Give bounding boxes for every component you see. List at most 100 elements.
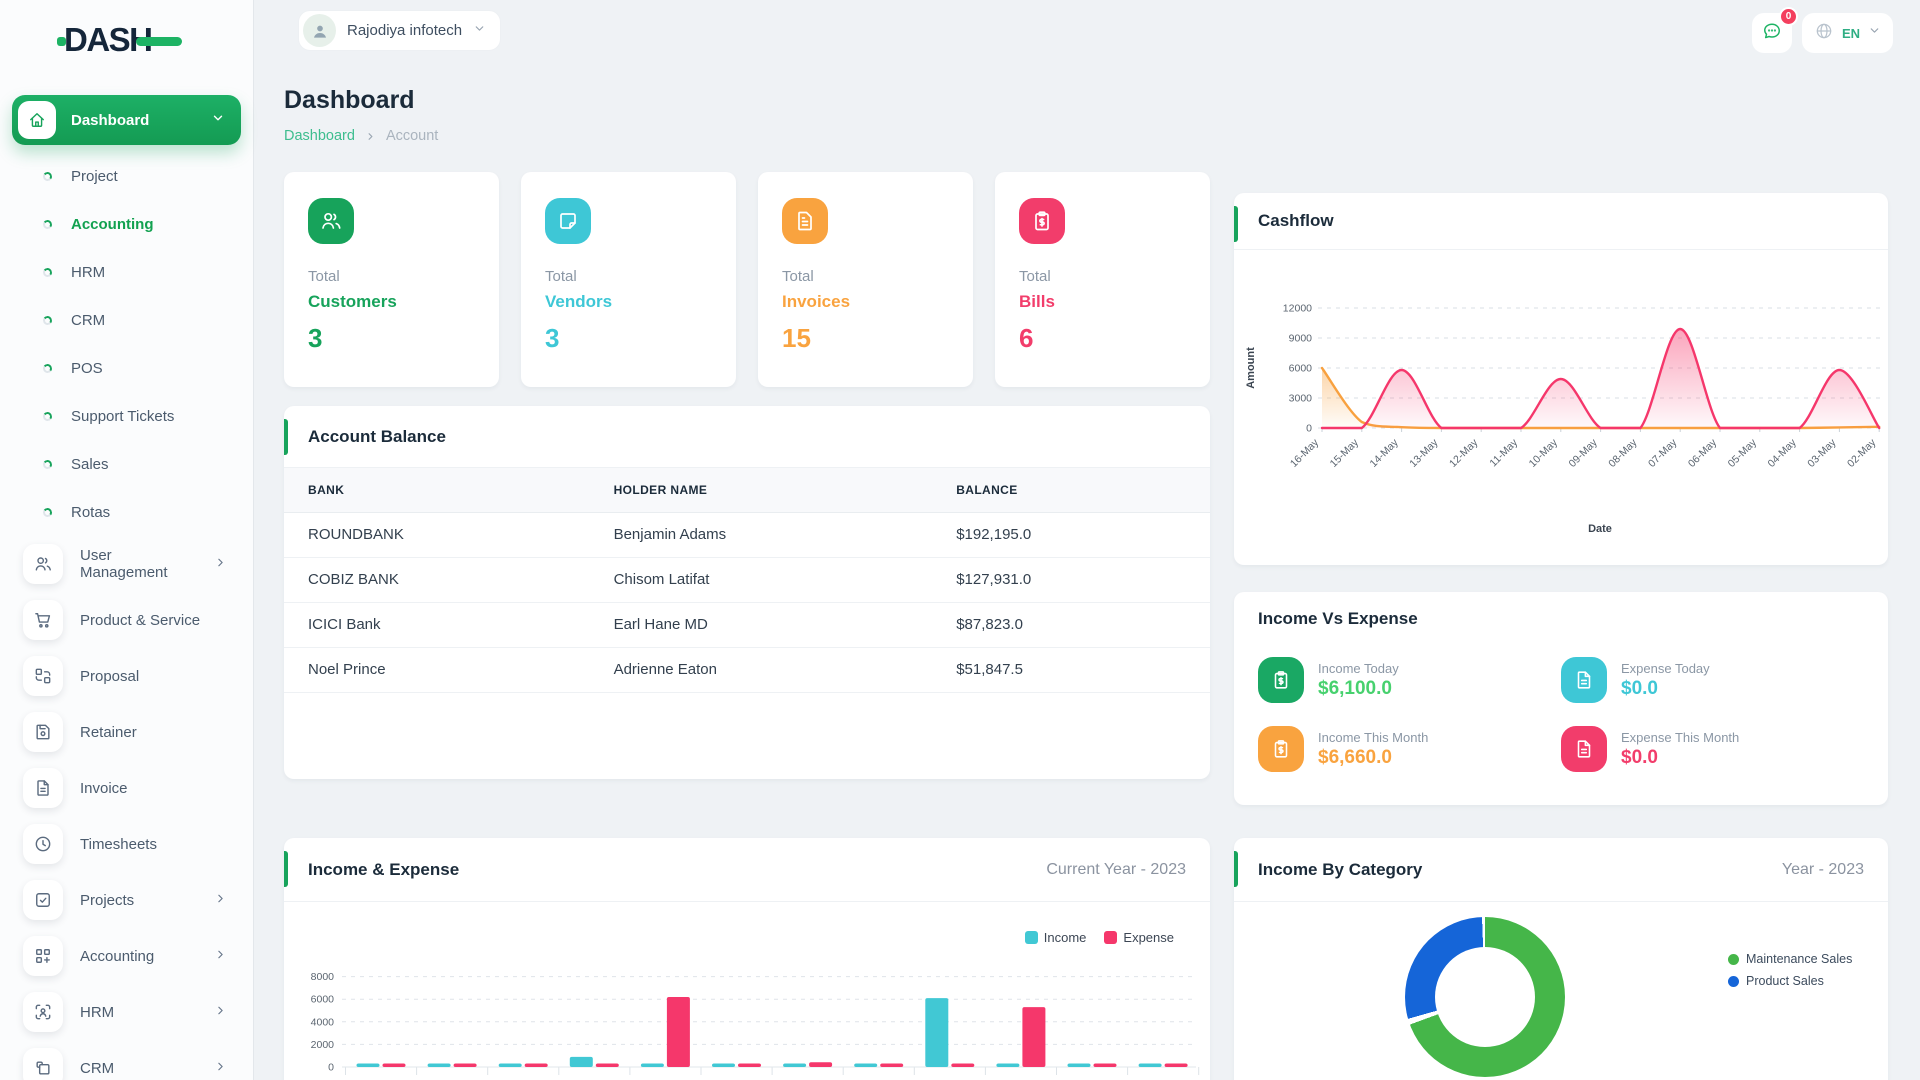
stat-card-bills: Total Bills 6	[995, 172, 1210, 387]
sidebar-item-invoice[interactable]: Invoice	[0, 760, 253, 816]
chevron-right-icon	[214, 948, 227, 965]
sidebar-item-dashboard[interactable]: Dashboard	[12, 95, 241, 145]
brand-logo[interactable]: DASH	[57, 20, 182, 60]
sidebar-subitem-pos[interactable]: POS	[0, 344, 253, 392]
stat-value: 3	[308, 323, 323, 353]
legend-item-maintenance-sales[interactable]: Maintenance Sales	[1728, 952, 1852, 966]
stat-label: Vendors	[545, 292, 613, 311]
stat-prefix: Total	[308, 268, 340, 285]
users-icon	[308, 198, 354, 244]
sidebar-subitem-label: Project	[71, 167, 118, 185]
legend-item-product-sales[interactable]: Product Sales	[1728, 974, 1852, 988]
chevron-down-icon	[473, 22, 486, 40]
sidebar-item-label: Dashboard	[71, 111, 150, 129]
bullet-icon	[42, 362, 53, 374]
svg-text:13-May: 13-May	[1407, 436, 1441, 470]
svg-text:12000: 12000	[1283, 303, 1312, 315]
svg-text:15-May: 15-May	[1328, 436, 1362, 470]
sidebar-dashboard-submenu: Project Accounting HRM CRM POS Support T…	[0, 152, 253, 536]
expense-this-month-item: Expense This Month $0.0	[1561, 721, 1864, 777]
legend-dot-product	[1728, 975, 1739, 987]
svg-text:14-May: 14-May	[1367, 436, 1401, 470]
sidebar-item-product-service[interactable]: Product & Service	[0, 592, 253, 648]
expense-today-item: Expense Today $0.0	[1561, 652, 1864, 708]
panel-title: Income Vs Expense	[1258, 609, 1418, 628]
cart-icon	[23, 600, 63, 640]
svg-text:04-May: 04-May	[1765, 436, 1799, 470]
metric-label: Income This Month	[1318, 729, 1429, 745]
stat-value: 6	[1019, 323, 1034, 353]
sidebar-item-crm[interactable]: CRM	[0, 1040, 253, 1080]
metric-label: Income Today	[1318, 660, 1399, 676]
sidebar-item-accounting[interactable]: Accounting	[0, 928, 253, 984]
svg-text:9000: 9000	[1289, 333, 1313, 345]
cell-bank: Noel Prince	[284, 647, 590, 693]
frames-icon	[23, 1048, 63, 1080]
sidebar-item-projects[interactable]: Projects	[0, 872, 253, 928]
chevron-right-icon	[214, 556, 227, 573]
column-header-bank: Bank	[284, 468, 590, 513]
svg-text:08-May: 08-May	[1606, 436, 1640, 470]
legend-dot-maintenance	[1728, 953, 1739, 965]
sidebar-item-timesheets[interactable]: Timesheets	[0, 816, 253, 872]
cell-holder: Chisom Latifat	[589, 557, 933, 603]
chat-icon	[1761, 20, 1783, 47]
account-balance-table: Bank Holder Name Balance ROUNDBANK Benja…	[284, 468, 1210, 693]
metric-label: Expense This Month	[1621, 729, 1740, 745]
sidebar-subitem-support-tickets[interactable]: Support Tickets	[0, 392, 253, 440]
sidebar-subitem-sales[interactable]: Sales	[0, 440, 253, 488]
sidebar-subitem-crm[interactable]: CRM	[0, 296, 253, 344]
account-balance-panel: Account Balance Bank Holder Name Balance…	[284, 406, 1210, 779]
metric-value: $0.0	[1621, 746, 1658, 768]
legend-item-expense[interactable]: Expense	[1104, 930, 1174, 945]
svg-text:4000: 4000	[311, 1016, 335, 1028]
sidebar-item-proposal[interactable]: Proposal	[0, 648, 253, 704]
breadcrumb-link-dashboard[interactable]: Dashboard	[284, 128, 355, 144]
language-selector[interactable]: EN	[1802, 13, 1894, 53]
stat-card-customers: Total Customers 3	[284, 172, 499, 387]
sidebar-item-user-management[interactable]: User Management	[0, 536, 253, 592]
floppy-icon	[23, 712, 63, 752]
svg-text:8000: 8000	[311, 971, 335, 983]
sidebar-item-hrm[interactable]: HRM	[0, 984, 253, 1040]
cell-balance: $127,931.0	[932, 557, 1210, 603]
metric-value: $6,100.0	[1318, 677, 1392, 699]
company-selector[interactable]: Rajodiya infotech	[298, 10, 502, 51]
sidebar-item-label: Timesheets	[80, 835, 157, 853]
svg-text:3000: 3000	[1289, 393, 1313, 405]
invoice-icon	[782, 198, 828, 244]
cell-holder: Benjamin Adams	[589, 512, 933, 558]
svg-text:06-May: 06-May	[1686, 436, 1720, 470]
chevron-right-icon	[214, 1060, 227, 1077]
panel-title: Account Balance	[308, 426, 446, 446]
sidebar-subitem-project[interactable]: Project	[0, 152, 253, 200]
chart-legend: Income Expense	[1024, 930, 1174, 945]
legend-item-income[interactable]: Income	[1024, 930, 1086, 945]
chevron-down-icon	[1868, 24, 1881, 42]
svg-text:Amount: Amount	[1245, 347, 1257, 389]
income-expense-panel: Income & Expense Current Year - 2023 Inc…	[284, 838, 1210, 1080]
sidebar-item-retainer[interactable]: Retainer	[0, 704, 253, 760]
sidebar-subitem-label: Support Tickets	[71, 407, 175, 425]
transfer-icon	[23, 656, 63, 696]
sidebar-subitem-label: Rotas	[71, 503, 111, 521]
income-category-donut	[1405, 917, 1565, 1077]
clipboard-dollar-icon	[1019, 198, 1065, 244]
sidebar-item-label: Product & Service	[80, 611, 201, 629]
sidebar-subitem-hrm[interactable]: HRM	[0, 248, 253, 296]
sidebar-subitem-accounting[interactable]: Accounting	[0, 200, 253, 248]
users-icon	[23, 544, 63, 584]
sidebar: DASH Dashboard Project Accounting HRM CR…	[0, 0, 253, 1080]
sidebar-subitem-rotas[interactable]: Rotas	[0, 488, 253, 536]
messages-button[interactable]: 0	[1752, 7, 1798, 53]
sidebar-item-label: Projects	[80, 891, 135, 909]
income-expense-chart-svg: 0 2000 4000 6000 8000	[311, 971, 1200, 1075]
donut-hole	[1435, 947, 1535, 1047]
clock-icon	[23, 824, 63, 864]
clipboard-dollar-icon	[1258, 657, 1304, 703]
svg-text:6000: 6000	[311, 994, 335, 1006]
table-row: ROUNDBANK Benjamin Adams $192,195.0	[284, 512, 1210, 558]
income-this-month-item: Income This Month $6,660.0	[1258, 721, 1561, 777]
checkbox-icon	[23, 880, 63, 920]
